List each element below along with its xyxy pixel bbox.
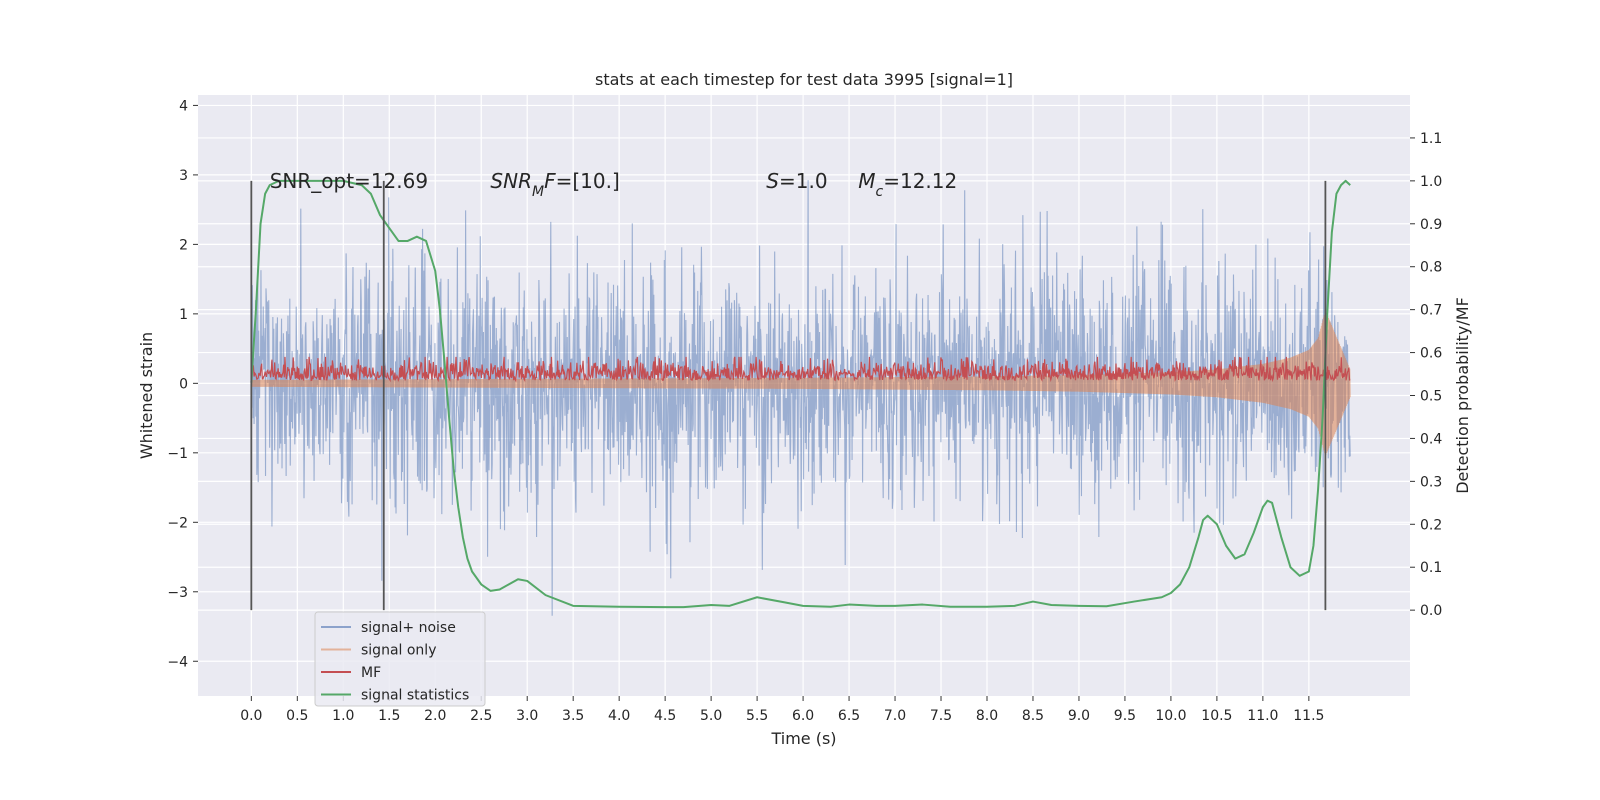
y-left-tick-label: −1 [167, 446, 188, 462]
y-left-tick-label: 2 [179, 237, 188, 253]
series-signal-only [250, 311, 1351, 456]
x-tick-label: 3.0 [516, 708, 538, 724]
x-tick-label: 9.5 [1114, 708, 1136, 724]
vertical-marker-lines [250, 180, 1327, 611]
y-right-tick-label: 0.9 [1420, 217, 1442, 233]
x-tick-label: 9.0 [1068, 708, 1090, 724]
annotation-mc: Mc=12.12 [858, 169, 957, 200]
y-left-tick-label: 1 [179, 307, 188, 323]
y-left-tick-label: −2 [167, 515, 188, 531]
x-tick-label: 2.0 [424, 708, 446, 724]
series-mf [250, 356, 1351, 383]
y-left-tick-label: 0 [179, 376, 188, 392]
x-tick-label: 4.5 [654, 708, 676, 724]
x-axis-label: Time (s) [770, 729, 836, 748]
x-tick-label: 0.5 [286, 708, 308, 724]
y-right-tick-label: 0.3 [1420, 474, 1442, 490]
x-tick-label: 4.0 [608, 708, 630, 724]
y-right-tick-label: 0.8 [1420, 260, 1442, 276]
annotation-snr-opt: SNR_opt=12.69 [270, 169, 428, 193]
x-tick-label: 2.5 [470, 708, 492, 724]
legend-label-signal-noise: signal+ noise [361, 620, 456, 636]
y-left-tick-label: −3 [167, 585, 188, 601]
x-tick-label: 6.5 [838, 708, 860, 724]
y-right-tick-label: 0.2 [1420, 517, 1442, 533]
annotations: SNR_opt=12.69 SNRMF=[10.] S=1.0 Mc=12.12 [270, 169, 958, 200]
x-tick-label: 3.5 [562, 708, 584, 724]
x-tick-label: 10.5 [1201, 708, 1232, 724]
y-right-tick-label: 1.0 [1420, 174, 1442, 190]
y-right-tick-label: 1.1 [1420, 131, 1442, 147]
chart-title: stats at each timestep for test data 399… [595, 70, 1013, 89]
series-signal-statistics [250, 179, 1351, 609]
y-right-tick-label: 0.5 [1420, 389, 1442, 405]
legend-label-signal-statistics: signal statistics [361, 688, 469, 704]
y-right-tick-label: 0.6 [1420, 346, 1442, 362]
x-tick-label: 10.0 [1155, 708, 1186, 724]
x-tick-label: 11.5 [1293, 708, 1324, 724]
x-tick-label: 5.5 [746, 708, 768, 724]
x-tick-label: 0.0 [240, 708, 262, 724]
legend-box [314, 611, 486, 707]
x-tick-label: 8.5 [1022, 708, 1044, 724]
y-right-tick-label: 0.0 [1420, 603, 1442, 619]
y-right-tick-label: 0.1 [1420, 560, 1442, 576]
y-axis-left-label: Whitened strain [137, 332, 156, 459]
legend-label-signal-only: signal only [361, 643, 436, 659]
x-tick-label: 6.0 [792, 708, 814, 724]
y-left-tick-label: −4 [167, 654, 188, 670]
axis-ticks: 0.0 0.5 1.0 1.5 2.0 2.5 3.0 3.5 4.0 4.5 5.0 5.5 6.0 6… [167, 98, 1442, 724]
series-layer [250, 179, 1351, 616]
y-axis-right-label: Detection probability/MF [1453, 297, 1472, 494]
annotation-s: S=1.0 [766, 169, 827, 193]
x-tick-label: 7.5 [930, 708, 952, 724]
x-tick-label: 11.0 [1247, 708, 1278, 724]
series-signal-noise [250, 180, 1351, 616]
x-tick-label: 1.0 [332, 708, 354, 724]
y-right-tick-label: 0.4 [1420, 431, 1442, 447]
y-right-tick-label: 0.7 [1420, 303, 1442, 319]
y-left-tick-label: 4 [179, 98, 188, 114]
legend-label-mf: MF [361, 665, 381, 681]
x-tick-label: 7.0 [884, 708, 906, 724]
x-tick-label: 8.0 [976, 708, 998, 724]
y-left-tick-label: 3 [179, 168, 188, 184]
annotation-snr-mf: SNRMF=[10.] [490, 169, 619, 200]
legend: signal+ noise signal only MF signal stat… [314, 611, 486, 707]
x-tick-label: 1.5 [378, 708, 400, 724]
x-tick-label: 5.0 [700, 708, 722, 724]
